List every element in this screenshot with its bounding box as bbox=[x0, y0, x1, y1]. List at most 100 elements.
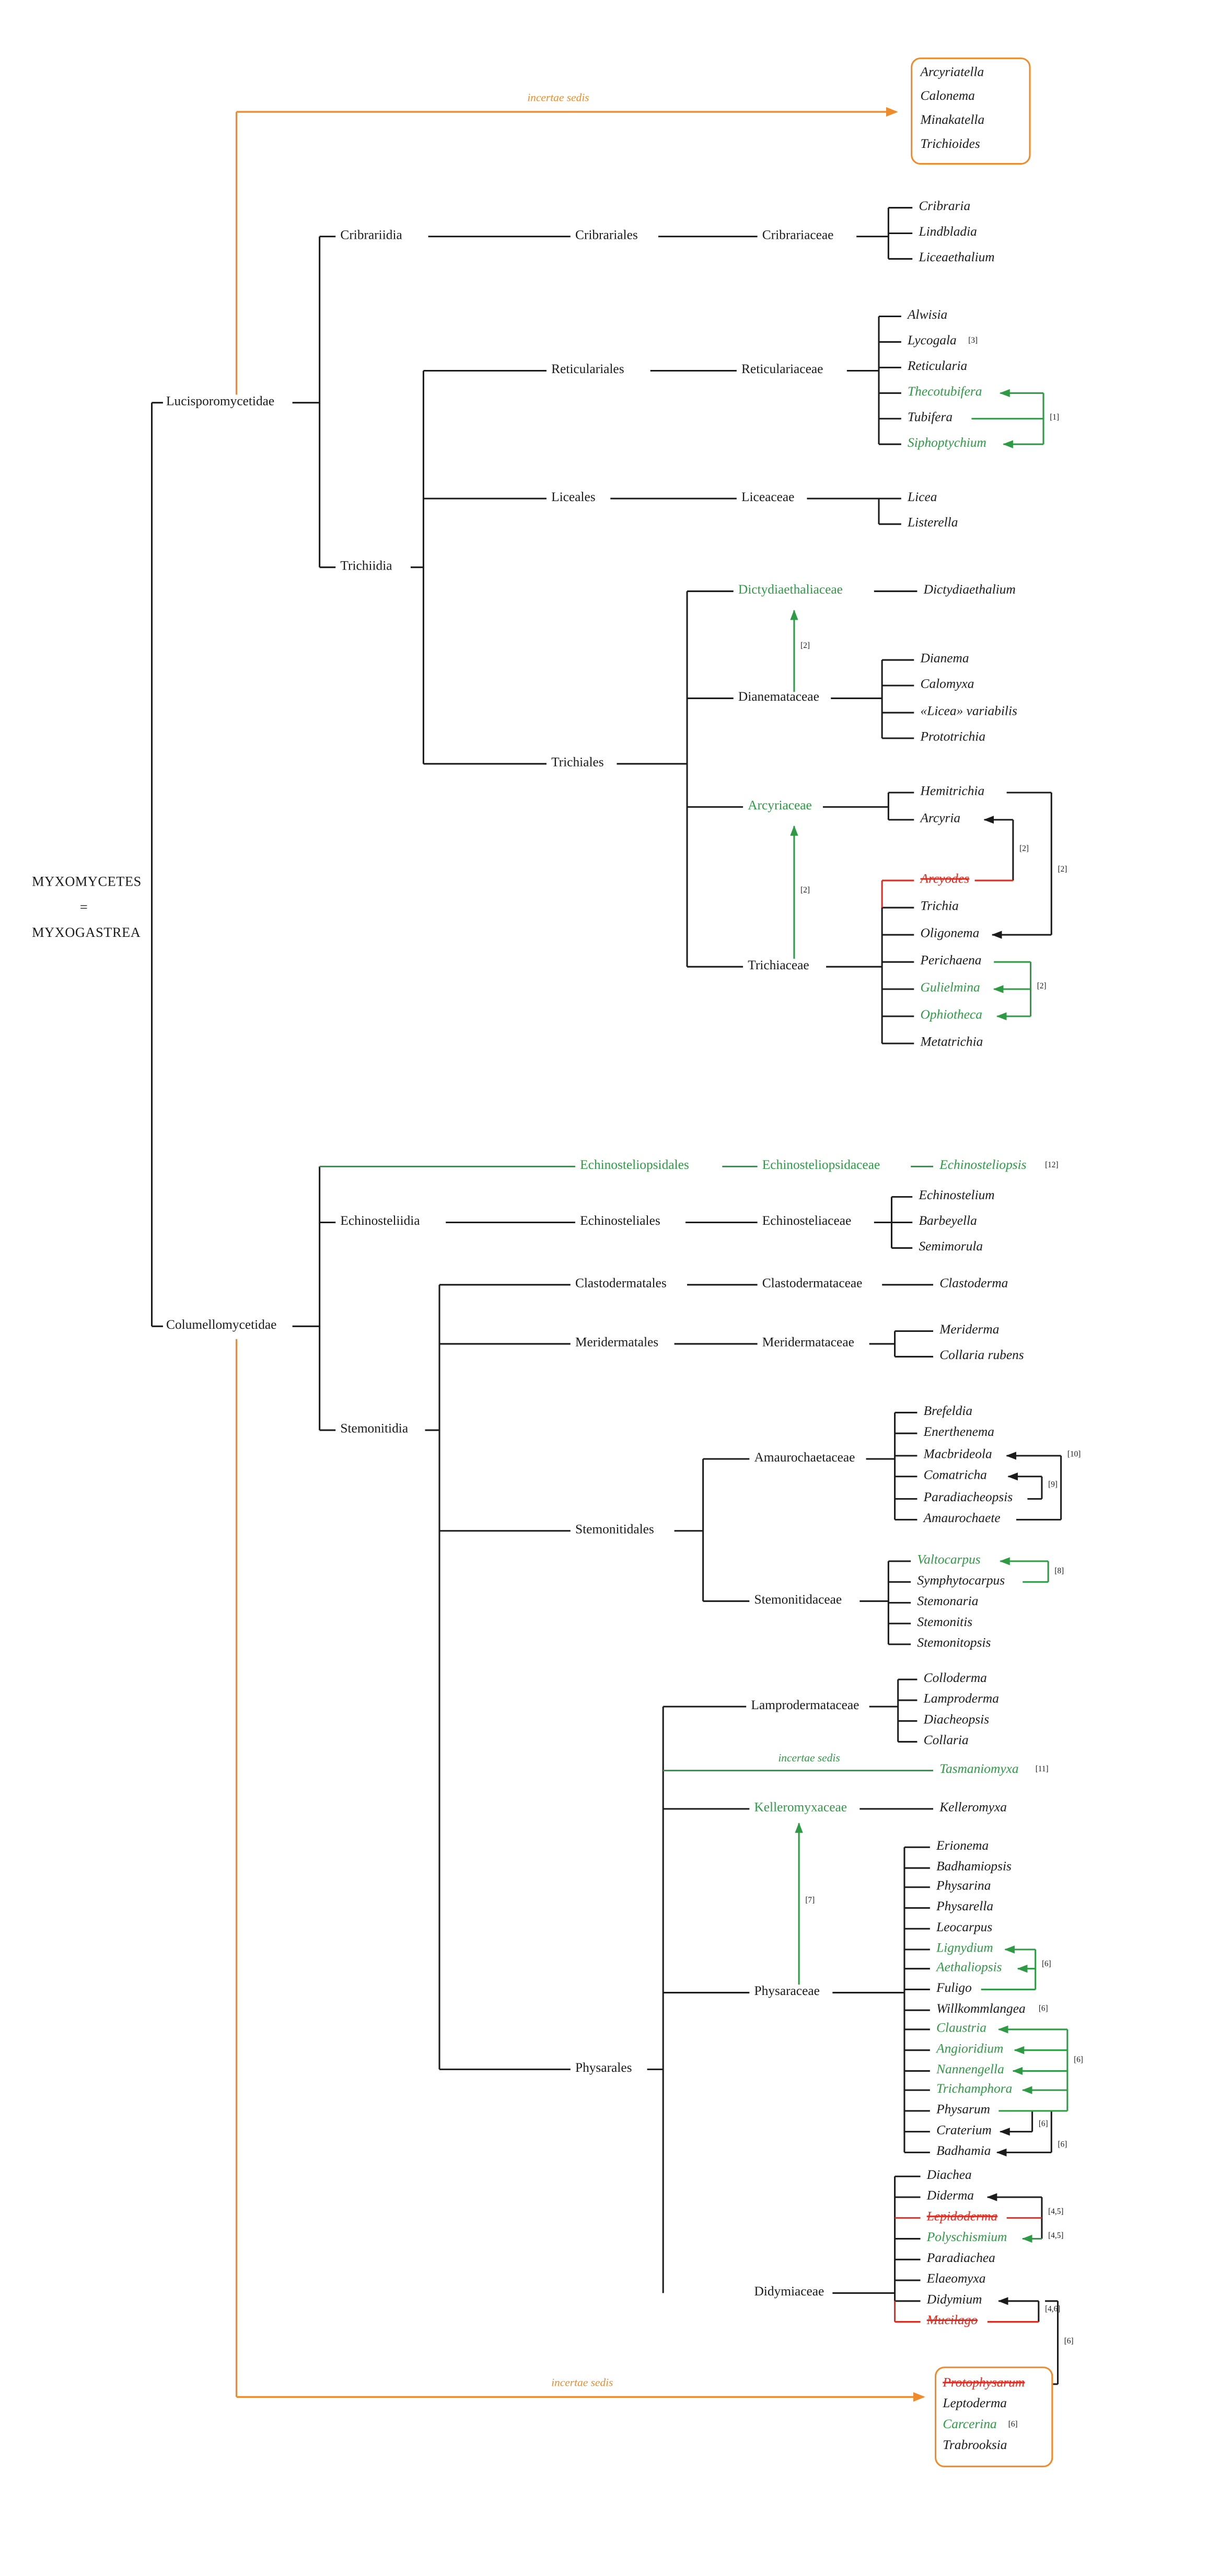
order-liceales: Liceales bbox=[551, 490, 596, 504]
genus-listerella: Listerella bbox=[908, 515, 958, 530]
genus-thecotubifera: Thecotubifera bbox=[908, 384, 982, 399]
order-cribrariales: Cribrariales bbox=[575, 227, 638, 242]
family-meridermataceae: Meridermataceae bbox=[762, 1335, 854, 1350]
genus-barbeyella: Barbeyella bbox=[919, 1213, 977, 1228]
infraclass-stemonitidia: Stemonitidia bbox=[340, 1421, 409, 1436]
genus-mucilago: Mucilago bbox=[926, 2313, 978, 2328]
black-branch-lines bbox=[150, 207, 1062, 2385]
note-incertae-sedis-top: incertae sedis bbox=[527, 91, 589, 105]
genus-polyschismium: Polyschismium bbox=[926, 2230, 1007, 2245]
family-liceaceae: Liceaceae bbox=[741, 490, 795, 504]
ref-2-oligonema: [2] bbox=[1058, 867, 1067, 875]
ref-9-comatricha: [9] bbox=[1048, 1482, 1058, 1490]
ref-45-lepidoderma: [4,5] bbox=[1048, 2209, 1064, 2218]
order-trichiales: Trichiales bbox=[551, 755, 604, 770]
genus-physarella: Physarella bbox=[936, 1899, 994, 1914]
ref-2-dictydiaethaliaceae: [2] bbox=[800, 643, 810, 652]
order-physarales: Physarales bbox=[575, 2060, 632, 2075]
family-cribrariaceae: Cribrariaceae bbox=[762, 227, 834, 242]
family-clastodermataceae: Clastodermataceae bbox=[762, 1276, 863, 1291]
genus-clastoderma: Clastoderma bbox=[939, 1276, 1008, 1291]
genus-claustria: Claustria bbox=[936, 2021, 987, 2035]
order-echinosteliales: Echinosteliales bbox=[580, 1213, 660, 1228]
genus-siphoptychium: Siphoptychium bbox=[908, 435, 986, 450]
family-dianemataceae: Dianemataceae bbox=[738, 689, 819, 704]
infraclass-trichiidia: Trichiidia bbox=[340, 558, 392, 573]
genus-hemitrichia: Hemitrichia bbox=[920, 784, 985, 798]
root-title-line2: MYXOGASTREA bbox=[32, 924, 141, 941]
genus-liceaethalium: Liceaethalium bbox=[919, 250, 995, 265]
ref-3-lycogala: [3] bbox=[968, 338, 978, 346]
root-title-line1: MYXOMYCETES bbox=[32, 873, 142, 889]
genus-diacheopsis: Diacheopsis bbox=[923, 1712, 990, 1727]
cribrariidia-lines bbox=[428, 207, 913, 260]
ref-45-polyschismium: [4,5] bbox=[1048, 2233, 1064, 2242]
ref-7-kelleromyxaceae: [7] bbox=[805, 1897, 815, 1906]
genus-lycogala: Lycogala bbox=[908, 333, 957, 348]
genus-collaria-rubens: Collaria rubens bbox=[939, 1348, 1024, 1363]
genus-amaurochaete: Amaurochaete bbox=[923, 1511, 1001, 1526]
root-spine-lines bbox=[150, 236, 336, 1431]
family-amaurochaetaceae: Amaurochaetaceae bbox=[754, 1450, 855, 1465]
stemonitidia-lines bbox=[425, 1284, 933, 2070]
genus-minakatella: Minakatella bbox=[920, 112, 985, 127]
genus-licea-variabilis: «Licea» variabilis bbox=[920, 704, 1017, 718]
genus-fuligo: Fuligo bbox=[936, 1980, 972, 1995]
order-meridermatales: Meridermatales bbox=[575, 1335, 659, 1350]
family-echinosteliaceae: Echinosteliaceae bbox=[762, 1213, 852, 1228]
genus-brefeldia: Brefeldia bbox=[923, 1403, 973, 1419]
genus-diderma: Diderma bbox=[926, 2188, 974, 2203]
genus-macbrideola: Macbrideola bbox=[923, 1447, 992, 1461]
genus-gulielmina: Gulielmina bbox=[920, 980, 980, 995]
infraclass-echinosteliidia: Echinosteliidia bbox=[340, 1213, 420, 1228]
family-physaraceae: Physaraceae bbox=[754, 1983, 820, 1999]
genus-carcerina: Carcerina bbox=[943, 2417, 997, 2432]
ref-46-didymium: [4,6] bbox=[1045, 2306, 1061, 2315]
genus-stemonitopsis: Stemonitopsis bbox=[917, 1635, 991, 1650]
subclass-lucisporomycetidae: Lucisporomycetidae bbox=[166, 393, 275, 409]
genus-diachea: Diachea bbox=[926, 2167, 972, 2183]
genus-physarum: Physarum bbox=[936, 2102, 991, 2117]
genus-willkommlangea: Willkommlangea bbox=[936, 2001, 1026, 2016]
ref-1-tubifera: [1] bbox=[1050, 414, 1060, 423]
order-echinosteliopsidales: Echinosteliopsidales bbox=[580, 1157, 689, 1173]
genus-paradiachea: Paradiachea bbox=[926, 2250, 995, 2266]
genus-licea: Licea bbox=[908, 490, 937, 504]
genus-trabrooksia: Trabrooksia bbox=[943, 2438, 1007, 2452]
ref-6-angioridium: [6] bbox=[1074, 2057, 1083, 2066]
black-transfer-arrows bbox=[983, 816, 1061, 2305]
genus-colloderma: Colloderma bbox=[923, 1670, 987, 1685]
family-stemonitidaceae: Stemonitidaceae bbox=[754, 1592, 842, 1607]
green-transfer-arrows bbox=[790, 389, 1067, 2243]
ref-6-aethaliopsis: [6] bbox=[1041, 1961, 1051, 1970]
stemonitidales-lines bbox=[674, 1411, 1062, 1645]
genus-dianema: Dianema bbox=[920, 651, 969, 666]
abolished-genus-lines bbox=[881, 879, 1042, 2323]
genus-calonema: Calonema bbox=[920, 88, 975, 103]
genus-elaeomyxa: Elaeomyxa bbox=[926, 2271, 986, 2286]
genus-oligonema: Oligonema bbox=[920, 926, 980, 941]
ref-2-arcyria: [2] bbox=[1019, 846, 1029, 854]
genus-badhamia: Badhamia bbox=[936, 2143, 991, 2159]
ref-6-craterium: [6] bbox=[1038, 2121, 1048, 2130]
family-dictydiaethaliaceae: Dictydiaethaliaceae bbox=[738, 582, 843, 597]
genus-comatricha: Comatricha bbox=[923, 1468, 987, 1482]
genus-enerthenema: Enerthenema bbox=[923, 1424, 994, 1439]
genus-alwisia: Alwisia bbox=[908, 307, 948, 322]
genus-valtocarpus: Valtocarpus bbox=[917, 1552, 981, 1567]
incertae-sedis-bottom-box bbox=[935, 2366, 1053, 2467]
ref-2-arcyriaceae: [2] bbox=[800, 887, 810, 896]
family-trichiaceae: Trichiaceae bbox=[748, 958, 809, 972]
subclass-columellomycetidae: Columellomycetidae bbox=[166, 1317, 277, 1332]
genus-symphytocarpus: Symphytocarpus bbox=[917, 1573, 1005, 1588]
note-incertae-sedis-bottom: incertae sedis bbox=[551, 2376, 613, 2389]
genus-physarina: Physarina bbox=[936, 1878, 991, 1893]
genus-aethaliopsis: Aethaliopsis bbox=[936, 1959, 1002, 1975]
family-reticulariaceae: Reticulariaceae bbox=[741, 362, 823, 377]
ref-6-carcerina: [6] bbox=[1008, 2421, 1018, 2430]
family-echinosteliopsidaceae: Echinosteliopsidaceae bbox=[762, 1157, 880, 1173]
genus-stemonaria: Stemonaria bbox=[917, 1594, 979, 1609]
genus-leptoderma: Leptoderma bbox=[943, 2396, 1007, 2411]
genus-leocarpus: Leocarpus bbox=[936, 1920, 993, 1935]
